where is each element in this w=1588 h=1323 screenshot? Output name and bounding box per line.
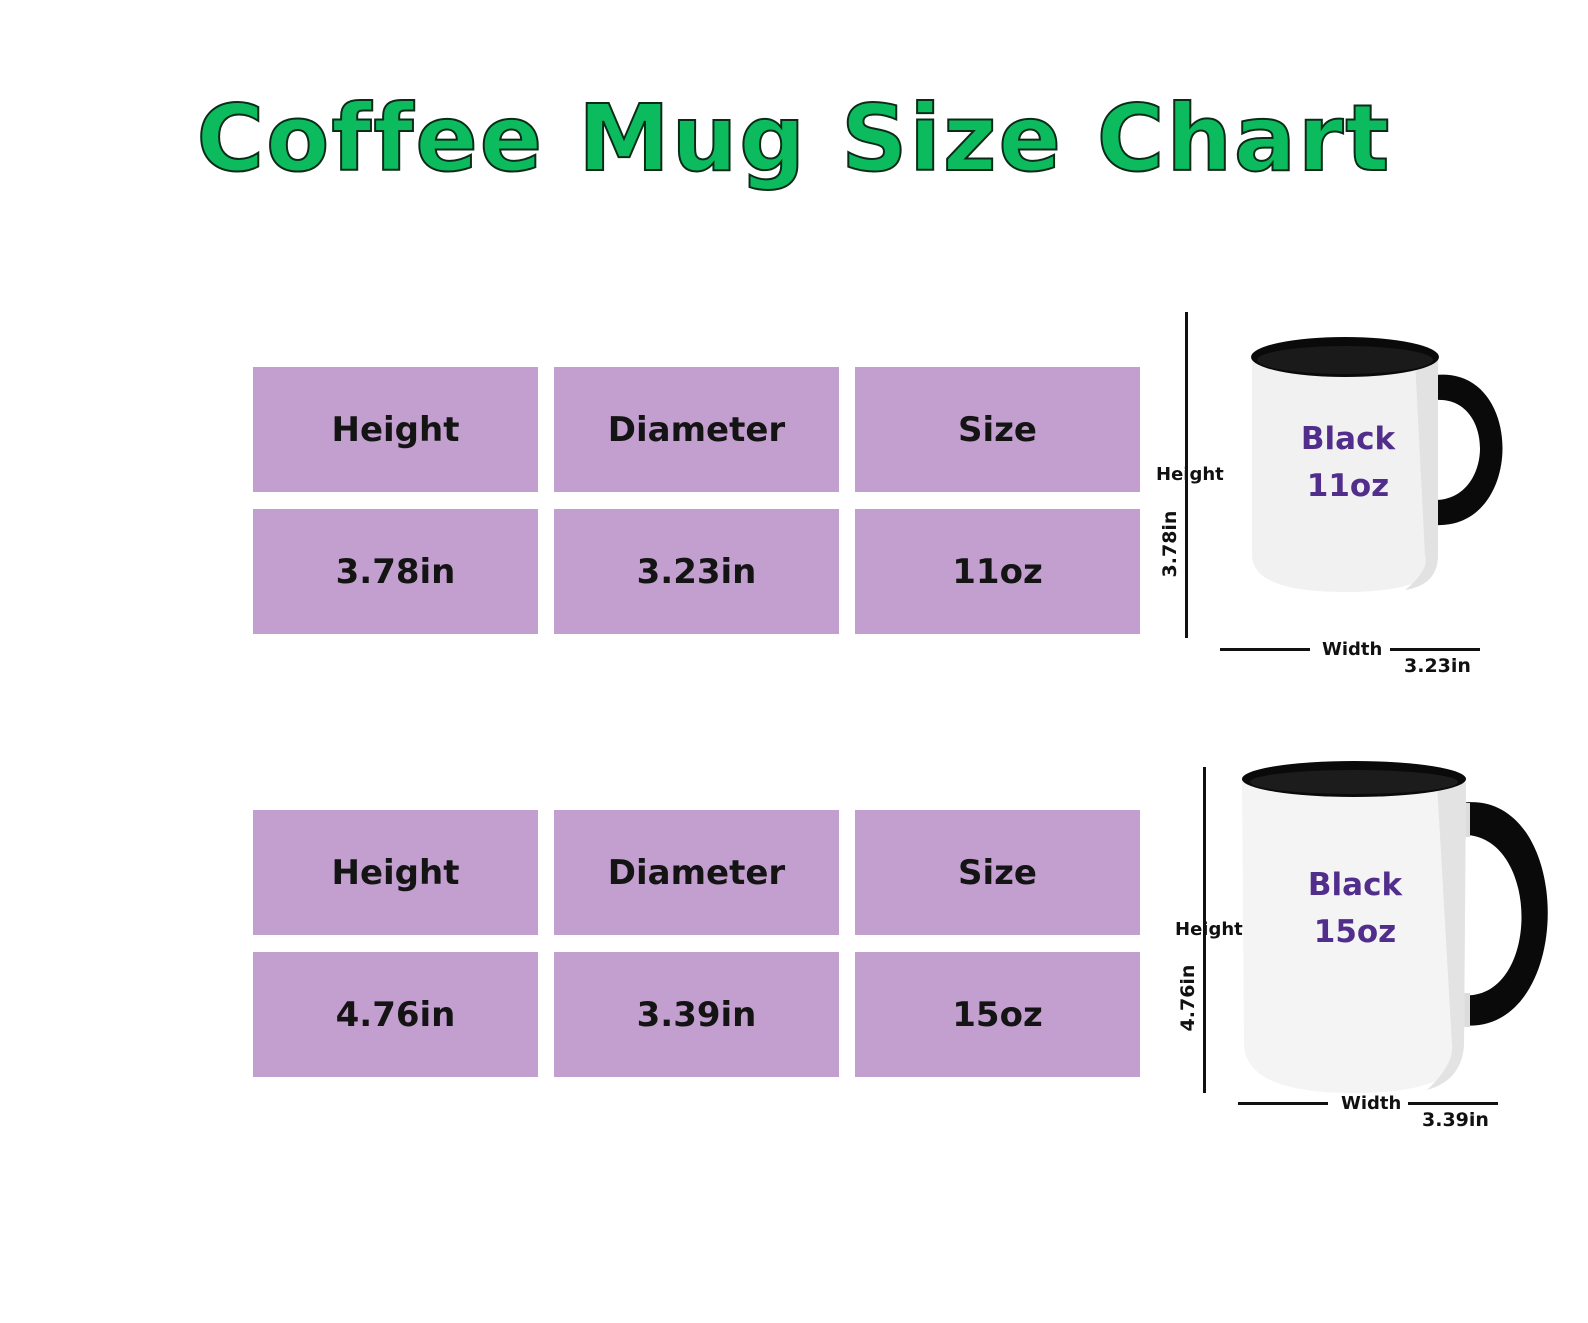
header-size: Size [855,810,1140,935]
mug-label: Black 11oz [1268,416,1428,509]
width-value: 3.39in [1422,1109,1489,1131]
mug-color-label: Black [1307,867,1403,903]
value-diameter: 3.39in [554,952,839,1077]
header-diameter: Diameter [554,810,839,935]
height-dimension-line [1185,312,1188,638]
width-dimension-line-left [1220,648,1310,651]
mug-label: Black 15oz [1275,862,1435,955]
height-label: Height [1175,919,1243,940]
width-dimension-line-right [1408,1102,1498,1105]
height-value: 4.76in [1177,964,1199,1032]
height-value: 3.78in [1159,510,1181,578]
header-diameter: Diameter [554,367,839,492]
value-size: 11oz [855,509,1140,634]
width-dimension-line-left [1238,1102,1328,1105]
width-label: Width [1341,1093,1402,1114]
value-size: 15oz [855,952,1140,1077]
header-height: Height [253,810,538,935]
mug-icon-11oz [1251,337,1503,592]
mug-size-label: 15oz [1313,913,1397,950]
height-label: Height [1156,464,1224,485]
width-dimension-line-right [1390,648,1480,651]
page-title: Coffee Mug Size Chart [196,85,1392,192]
width-label: Width [1322,639,1383,660]
value-height: 4.76in [253,952,538,1077]
value-height: 3.78in [253,509,538,634]
width-value: 3.23in [1404,655,1471,677]
height-dimension-line [1203,767,1206,1093]
mug-color-label: Black [1300,421,1396,457]
value-diameter: 3.23in [554,509,839,634]
mug-size-label: 11oz [1306,467,1390,504]
mug-icon-15oz [1242,761,1548,1093]
header-height: Height [253,367,538,492]
header-size: Size [855,367,1140,492]
